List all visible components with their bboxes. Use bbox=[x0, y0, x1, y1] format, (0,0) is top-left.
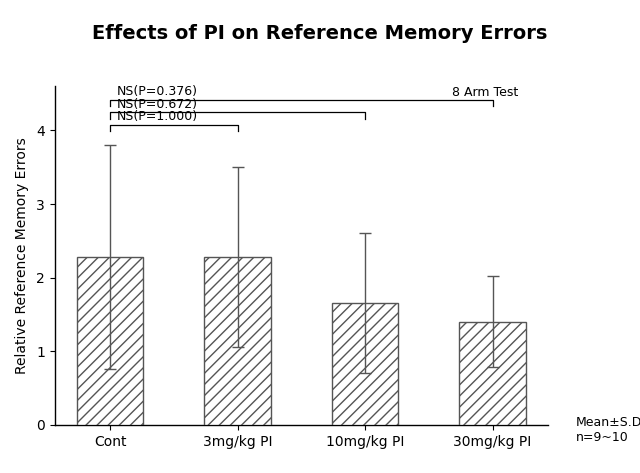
Y-axis label: Relative Reference Memory Errors: Relative Reference Memory Errors bbox=[15, 137, 29, 374]
Text: Mean±S.D.
n=9~10: Mean±S.D. n=9~10 bbox=[576, 416, 640, 444]
Text: NS(P=1.000): NS(P=1.000) bbox=[116, 110, 198, 123]
Text: Effects of PI on Reference Memory Errors: Effects of PI on Reference Memory Errors bbox=[92, 24, 548, 43]
Text: NS(P=0.672): NS(P=0.672) bbox=[116, 97, 198, 111]
Text: 8 Arm Test: 8 Arm Test bbox=[452, 86, 518, 99]
Bar bbox=[332, 303, 398, 425]
Text: NS(P=0.376): NS(P=0.376) bbox=[116, 85, 198, 98]
Bar bbox=[204, 257, 271, 425]
Bar bbox=[77, 257, 143, 425]
Bar bbox=[460, 322, 526, 425]
